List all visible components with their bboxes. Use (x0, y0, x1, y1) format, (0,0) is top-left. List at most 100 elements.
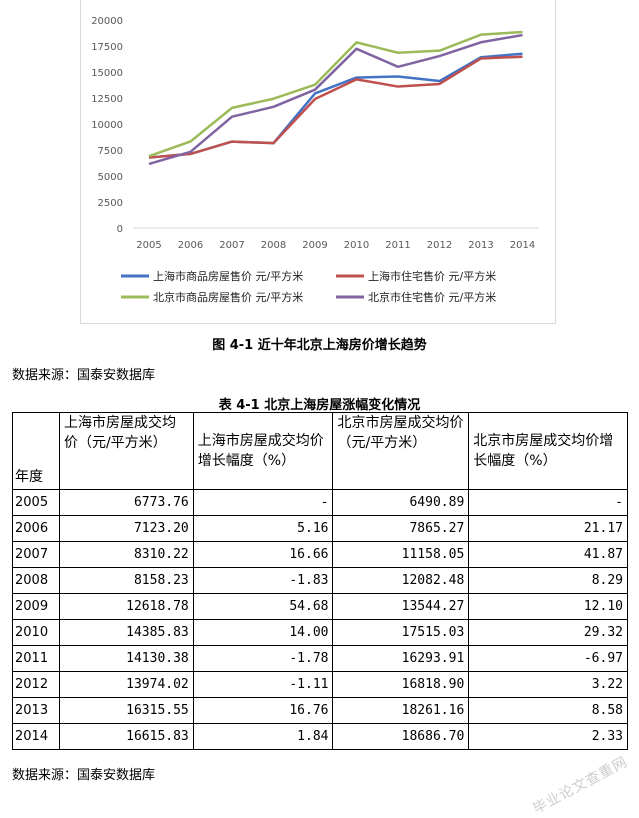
table-caption: 表 4-1 北京上海房屋涨幅变化情况 (218, 398, 421, 413)
header-year: 年度 (12, 412, 60, 490)
table-header-row: 年度 上海市房屋成交均价（元/平方米） 上海市房屋成交均价增长幅度（%） 北京市… (12, 412, 628, 490)
cell-bj-growth: 3.22 (468, 671, 628, 698)
cell-sh-growth: 5.16 (192, 515, 334, 542)
cell-sh-growth: 54.68 (192, 593, 334, 620)
table-row: 2010 14385.83 14.00 17515.03 29.32 (12, 619, 628, 646)
figure-caption: 图 4-1 近十年北京上海房价增长趋势 (212, 338, 427, 353)
cell-year: 2012 (12, 671, 60, 698)
price-growth-table: 年度 上海市房屋成交均价（元/平方米） 上海市房屋成交均价增长幅度（%） 北京市… (12, 412, 628, 750)
table-row: 2012 13974.02 -1.11 16818.90 3.22 (12, 671, 628, 698)
cell-bj-growth: 8.58 (468, 697, 628, 724)
x-tick-label: 2014 (510, 240, 535, 251)
cell-bj-price: 17515.03 (332, 619, 470, 646)
cell-sh-growth: 16.66 (192, 541, 334, 568)
series-line-1 (148, 55, 523, 159)
cell-bj-price: 12082.48 (332, 567, 470, 594)
data-source-note: 数据来源：国泰安数据库 (12, 368, 156, 383)
cell-year: 2009 (12, 593, 60, 620)
y-tick-label: 0 (117, 224, 123, 235)
x-tick-label: 2010 (344, 240, 369, 251)
y-tick-label: 5000 (98, 172, 123, 183)
y-tick-label: 17500 (91, 42, 123, 53)
legend-label: 上海市住宅售价 元/平方米 (368, 269, 496, 283)
cell-sh-price: 8158.23 (58, 567, 194, 594)
x-tick-label: 2013 (468, 240, 493, 251)
legend-label: 上海市商品房屋售价 元/平方米 (153, 269, 303, 283)
x-tick-label: 2009 (302, 240, 327, 251)
x-tick-label: 2006 (178, 240, 203, 251)
cell-sh-growth: 14.00 (192, 619, 334, 646)
header-bj-price: 北京市房屋成交均价（元/平方米） (332, 412, 470, 490)
header-sh-growth: 上海市房屋成交均价增长幅度（%） (192, 412, 334, 490)
table-row: 2006 7123.20 5.16 7865.27 21.17 (12, 515, 628, 542)
y-tick-label: 10000 (91, 120, 123, 131)
cell-sh-price: 8310.22 (58, 541, 194, 568)
y-tick-label: 20000 (91, 16, 123, 27)
table-row: 2011 14130.38 -1.78 16293.91 -6.97 (12, 645, 628, 672)
y-tick-label: 7500 (98, 146, 123, 157)
table-row: 2007 8310.22 16.66 11158.05 41.87 (12, 541, 628, 568)
cell-bj-growth: 12.10 (468, 593, 628, 620)
cell-year: 2013 (12, 697, 60, 724)
table-row: 2005 6773.76-6490.89- (12, 489, 628, 516)
x-tick-label: 2012 (427, 240, 452, 251)
x-tick-label: 2011 (385, 240, 410, 251)
y-tick-label: 15000 (91, 68, 123, 79)
cell-bj-price: 16293.91 (332, 645, 470, 672)
header-sh-price: 上海市房屋成交均价（元/平方米） (58, 412, 194, 490)
cell-year: 2005 (12, 489, 60, 516)
legend-label: 北京市商品房屋售价 元/平方米 (153, 290, 303, 304)
series-line-3 (148, 33, 523, 166)
chart-canvas: 0 2500 5000 7500 10000 12500 15000 17500 20000 20… (91, 16, 539, 304)
cell-bj-price: 16818.90 (332, 671, 470, 698)
cell-bj-price: 11158.05 (332, 541, 470, 568)
series-line-2 (148, 30, 523, 158)
cell-bj-growth: -6.97 (468, 645, 628, 672)
data-source-note-2: 数据来源：国泰安数据库 (12, 768, 156, 783)
y-tick-label: 2500 (98, 198, 123, 209)
cell-sh-price: 16615.83 (58, 723, 194, 750)
y-tick-label: 12500 (91, 94, 123, 105)
x-tick-label: 2008 (261, 240, 286, 251)
x-tick-label: 2005 (136, 240, 161, 251)
cell-bj-growth: 29.32 (468, 619, 628, 646)
line-chart: 0 2500 5000 7500 10000 12500 15000 17500 20000 20… (80, 0, 556, 324)
cell-sh-growth: - (192, 489, 334, 516)
cell-bj-growth: 21.17 (468, 515, 628, 542)
table-body: 2005 6773.76-6490.89-2006 7123.20 5.16 7865.… (12, 489, 628, 750)
cell-sh-price: 14130.38 (58, 645, 194, 672)
cell-year: 2007 (12, 541, 60, 568)
cell-year: 2006 (12, 515, 60, 542)
cell-sh-price: 13974.02 (58, 671, 194, 698)
cell-sh-price: 14385.83 (58, 619, 194, 646)
cell-bj-growth: 41.87 (468, 541, 628, 568)
watermark: 毕业论文查重网 (530, 753, 631, 818)
cell-bj-growth: - (468, 489, 628, 516)
x-tick-label: 2007 (219, 240, 244, 251)
cell-bj-price: 18686.70 (332, 723, 470, 750)
cell-sh-growth: 16.76 (192, 697, 334, 724)
table-row: 2014 16615.83 1.84 18686.70 2.33 (12, 723, 628, 750)
cell-year: 2010 (12, 619, 60, 646)
cell-year: 2008 (12, 567, 60, 594)
cell-bj-price: 18261.16 (332, 697, 470, 724)
cell-sh-price: 12618.78 (58, 593, 194, 620)
cell-sh-growth: -1.83 (192, 567, 334, 594)
cell-sh-price: 6773.76 (58, 489, 194, 516)
legend-label: 北京市住宅售价 元/平方米 (368, 290, 496, 304)
cell-sh-growth: -1.78 (192, 645, 334, 672)
table-row: 2009 12618.78 54.68 13544.27 12.10 (12, 593, 628, 620)
header-bj-growth: 北京市房屋成交均价增长幅度（%） (468, 412, 628, 490)
cell-sh-price: 7123.20 (58, 515, 194, 542)
cell-year: 2014 (12, 723, 60, 750)
table-row: 2008 8158.23 -1.83 12082.48 8.29 (12, 567, 628, 594)
cell-bj-price: 7865.27 (332, 515, 470, 542)
table-row: 2013 16315.55 16.76 18261.16 8.58 (12, 697, 628, 724)
cell-bj-price: 13544.27 (332, 593, 470, 620)
cell-sh-price: 16315.55 (58, 697, 194, 724)
cell-bj-price: 6490.89 (332, 489, 470, 516)
cell-sh-growth: 1.84 (192, 723, 334, 750)
cell-year: 2011 (12, 645, 60, 672)
cell-sh-growth: -1.11 (192, 671, 334, 698)
cell-bj-growth: 2.33 (468, 723, 628, 750)
